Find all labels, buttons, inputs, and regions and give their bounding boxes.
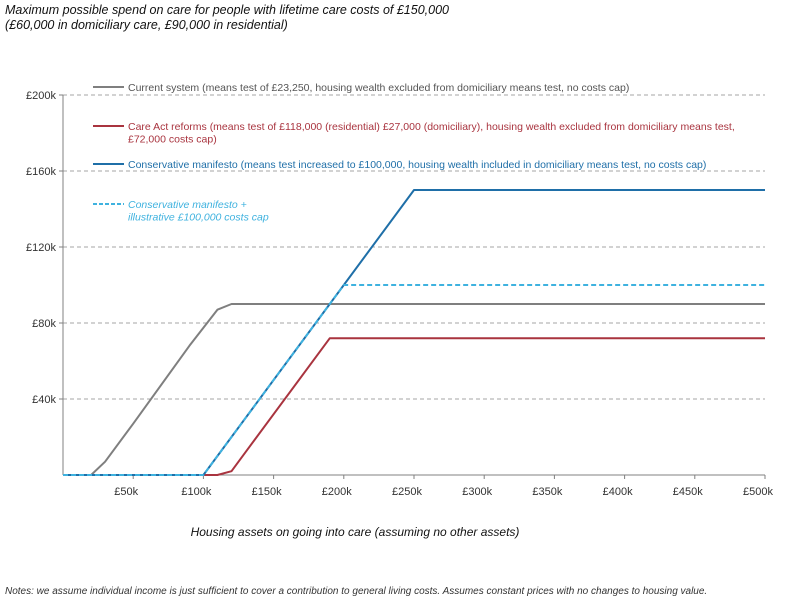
- x-axis-label: Housing assets on going into care (assum…: [191, 525, 520, 539]
- chart-title-line-1: Maximum possible spend on care for peopl…: [5, 3, 449, 17]
- x-tick-label-9: £500k: [743, 486, 773, 498]
- x-tick-label-7: £400k: [603, 486, 633, 498]
- gridlines: [63, 94, 765, 400]
- legend-label-2-0: Conservative manifesto (means test incre…: [128, 159, 706, 171]
- x-tick-label-6: £350k: [532, 486, 562, 498]
- series-line-0: [63, 303, 765, 476]
- x-tick-label-3: £200k: [322, 486, 352, 498]
- y-tick-label-3: £160k: [26, 166, 56, 178]
- legend-label-3-1: illustrative £100,000 costs cap: [128, 212, 269, 224]
- y-axis-ticks: £40k £80k £120k £160k £200k: [26, 90, 63, 406]
- legend-label-1-0: Care Act reforms (means test of £118,000…: [128, 121, 735, 133]
- x-tick-label-5: £300k: [462, 486, 492, 498]
- x-tick-label-8: £450k: [673, 486, 703, 498]
- x-axis-ticks: £50k £100k £150k £200k £250k £300k £350k £400k £…: [114, 475, 773, 498]
- series-lines: [63, 189, 765, 476]
- series-line-2: [63, 189, 765, 476]
- series-line-3: [63, 284, 765, 476]
- legend: Current system (means test of £23,250, h…: [93, 82, 735, 224]
- x-tick-label-4: £250k: [392, 486, 422, 498]
- chart-title-line-2: (£60,000 in domiciliary care, £90,000 in…: [5, 18, 288, 32]
- x-tick-label-1: £100k: [181, 486, 211, 498]
- legend-label-1-1: £72,000 costs cap): [128, 134, 217, 146]
- y-tick-label-4: £200k: [26, 90, 56, 102]
- x-tick-label-2: £150k: [252, 486, 282, 498]
- legend-label-0-0: Current system (means test of £23,250, h…: [128, 82, 629, 94]
- y-tick-label-1: £80k: [32, 318, 56, 330]
- y-tick-label-2: £120k: [26, 242, 56, 254]
- legend-label-3-0: Conservative manifesto +: [128, 199, 247, 211]
- line-chart: £40k £80k £120k £160k £200k £50k £100k £150k £2…: [26, 82, 773, 539]
- chart-title: Maximum possible spend on care for peopl…: [5, 3, 449, 33]
- series-line-1: [63, 337, 765, 476]
- y-tick-label-0: £40k: [32, 394, 56, 406]
- footnote: Notes: we assume individual income is ju…: [5, 586, 708, 597]
- x-tick-label-0: £50k: [114, 486, 138, 498]
